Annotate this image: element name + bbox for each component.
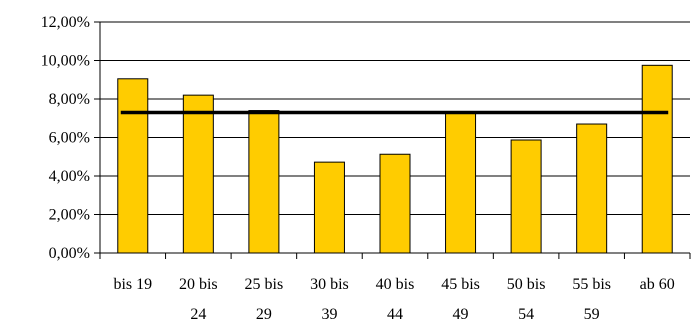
x-category-label: 24 — [190, 306, 206, 323]
axes — [99, 22, 691, 259]
x-category-label: 29 — [256, 306, 272, 323]
x-category-label: 25 bis — [245, 276, 284, 293]
x-category-label: 49 — [453, 306, 469, 323]
x-category-label: 20 bis — [179, 276, 218, 293]
y-tick-label: 0,00% — [49, 245, 90, 262]
y-tick-label: 6,00% — [49, 130, 90, 147]
x-category-label: 54 — [518, 306, 534, 323]
x-category-label: 55 bis — [572, 276, 611, 293]
x-category-label: bis 19 — [113, 276, 152, 293]
x-axis-labels: bis 19 20 bis 24 25 bis 29 30 bis 39 40 bis 44 45… — [113, 276, 674, 323]
y-tick-label: 4,00% — [49, 168, 90, 185]
y-axis-ticks: 0,00% 2,00% 4,00% 6,00% 8,00% 10,00% 12,00% — [41, 14, 100, 262]
bar — [445, 111, 477, 254]
bar — [313, 161, 345, 254]
x-category-label: 50 bis — [507, 276, 546, 293]
y-tick-label: 2,00% — [49, 207, 90, 224]
x-category-label: 45 bis — [441, 276, 480, 293]
x-category-label: 39 — [321, 306, 337, 323]
bar — [117, 78, 149, 254]
bar — [576, 123, 608, 254]
bar — [641, 64, 673, 254]
y-tick-label: 10,00% — [41, 53, 90, 70]
bar — [182, 94, 214, 254]
x-category-label: 59 — [584, 306, 600, 323]
bar — [379, 153, 411, 254]
x-category-label: ab 60 — [640, 276, 675, 293]
bar — [248, 110, 280, 254]
x-category-label: 40 bis — [376, 276, 415, 293]
x-category-label: 44 — [387, 306, 403, 323]
bar — [510, 139, 542, 254]
x-category-label: 30 bis — [310, 276, 349, 293]
bars — [117, 64, 673, 254]
y-tick-label: 12,00% — [41, 14, 90, 31]
y-tick-label: 8,00% — [49, 91, 90, 108]
